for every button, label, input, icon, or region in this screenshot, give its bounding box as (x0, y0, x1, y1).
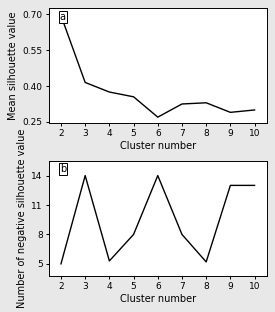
Y-axis label: Number of negative silhouette value: Number of negative silhouette value (17, 129, 27, 308)
Text: a: a (60, 12, 66, 22)
Text: b: b (60, 164, 66, 174)
Y-axis label: Mean silhouette value: Mean silhouette value (8, 12, 18, 120)
X-axis label: Cluster number: Cluster number (120, 141, 196, 151)
X-axis label: Cluster number: Cluster number (120, 294, 196, 304)
